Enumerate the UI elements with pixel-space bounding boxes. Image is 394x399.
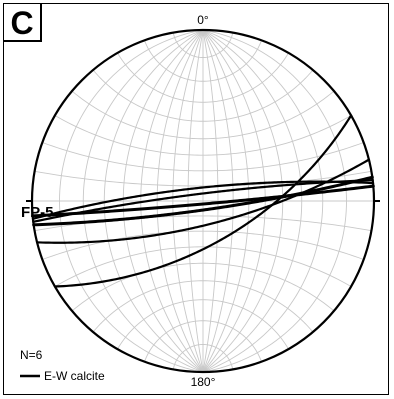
south-label: 180° — [191, 375, 216, 389]
fracture-plane-5 — [35, 158, 371, 244]
fracture-plane-4 — [31, 180, 375, 220]
count-label: N=6 — [20, 348, 43, 362]
fracture-planes — [31, 114, 375, 288]
stereonet-grid — [32, 29, 374, 373]
fracture-plane-6 — [53, 114, 353, 288]
panel-label: C — [4, 4, 42, 42]
north-label: 0° — [197, 13, 209, 27]
legend-label: E-W calcite — [44, 369, 105, 383]
fracture-plane-3 — [32, 179, 374, 223]
site-label: FP-5 — [21, 204, 54, 221]
figure-frame — [3, 3, 389, 395]
